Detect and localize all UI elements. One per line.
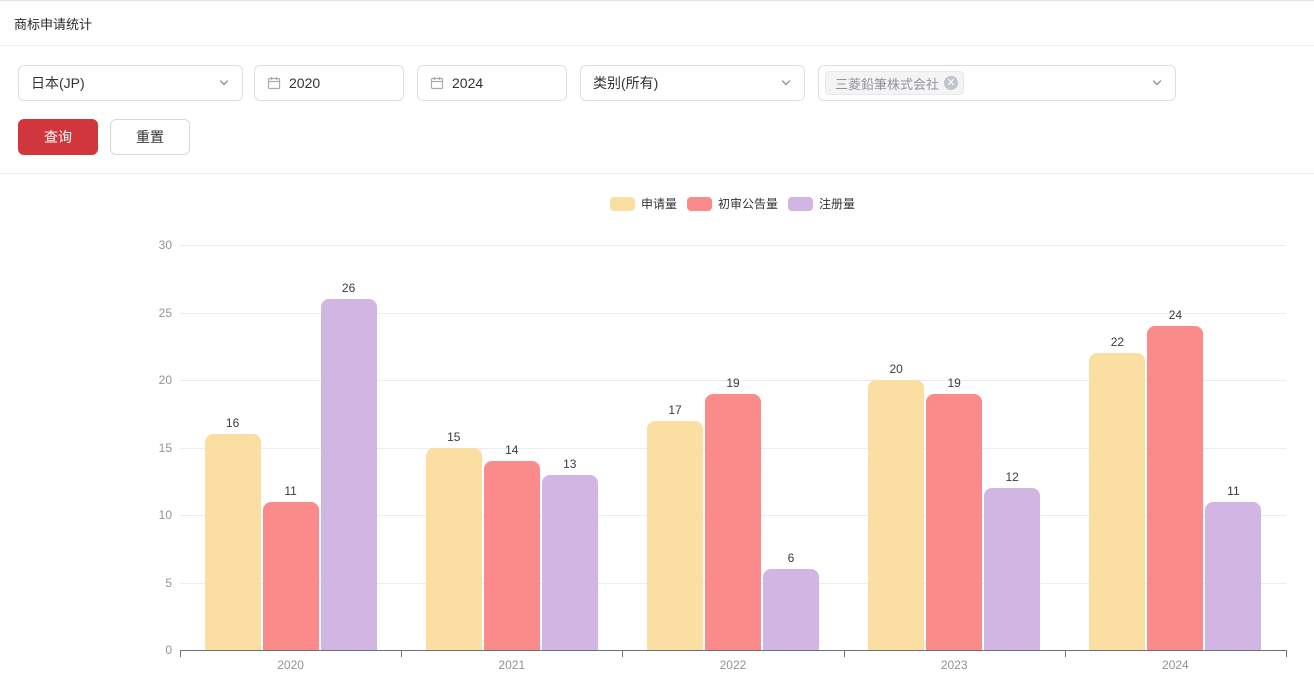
bar-2024-注册量[interactable]	[1205, 501, 1262, 650]
bar-2022-初审公告量[interactable]	[705, 393, 761, 650]
y-axis-tick-label: 25	[158, 305, 172, 320]
bar-value-label: 16	[225, 416, 240, 430]
x-axis-tick	[843, 651, 845, 657]
divider	[0, 173, 1314, 174]
category-select[interactable]: 类别(所有)	[580, 65, 805, 101]
country-select-value: 日本(JP)	[31, 75, 85, 91]
y-axis-tick-label: 30	[158, 238, 172, 252]
bar-value-label: 19	[726, 375, 740, 390]
bar-value-label: 11	[1227, 483, 1240, 498]
x-axis-category-label: 2020	[277, 658, 304, 672]
chart-legend: 申请量 初审公告量 注册量	[610, 195, 855, 212]
legend-label: 申请量	[641, 197, 678, 211]
bar-value-label: 26	[341, 281, 356, 295]
country-select[interactable]: 日本(JP)	[18, 65, 243, 101]
page-title: 商标申请统计	[14, 16, 93, 32]
bar-value-label: 24	[1168, 308, 1183, 322]
bar-value-label: 11	[284, 483, 297, 498]
page-header: 商标申请统计	[0, 1, 1314, 46]
bar-2023-初审公告量[interactable]	[926, 393, 983, 650]
legend-swatch	[788, 196, 814, 211]
x-axis-category-label: 2021	[498, 658, 526, 672]
calendar-icon	[430, 76, 444, 90]
bar-2021-申请量[interactable]	[425, 447, 482, 650]
x-axis-tick	[401, 651, 403, 657]
reset-button[interactable]: 重置	[110, 119, 190, 155]
query-button[interactable]: 查询	[18, 119, 98, 155]
bar-value-label: 19	[947, 375, 961, 390]
bar-value-label: 6	[787, 551, 795, 565]
legend-label: 初审公告量	[718, 197, 779, 211]
y-axis-tick-label: 15	[158, 440, 172, 455]
start-year-input[interactable]: 2020	[254, 65, 404, 101]
bar-2021-注册量[interactable]	[541, 474, 598, 650]
chevron-down-icon	[218, 77, 230, 89]
bar-2022-注册量[interactable]	[763, 569, 819, 650]
bar-value-label: 13	[563, 456, 577, 471]
bar-2020-申请量[interactable]	[204, 434, 261, 650]
applicant-tag: 三菱鉛筆株式会社 ✕	[825, 71, 965, 95]
end-year-value: 2024	[452, 75, 484, 91]
legend-item-初审公告量[interactable]: 初审公告量	[687, 195, 778, 212]
applicant-tag-label: 三菱鉛筆株式会社	[835, 76, 940, 92]
legend-item-申请量[interactable]: 申请量	[610, 195, 677, 212]
bar-2022-申请量[interactable]	[647, 420, 703, 650]
bar-2020-初审公告量[interactable]	[262, 501, 319, 650]
y-axis-tick-label: 20	[158, 373, 172, 387]
legend-item-注册量[interactable]: 注册量	[788, 195, 855, 212]
bar-value-label: 12	[1005, 470, 1019, 484]
bar-value-label: 22	[1110, 335, 1125, 349]
close-icon[interactable]: ✕	[944, 76, 959, 90]
chevron-down-icon	[780, 77, 792, 89]
legend-swatch	[687, 196, 713, 211]
category-select-value: 类别(所有)	[593, 75, 659, 91]
bar-value-label: 20	[889, 362, 903, 376]
bar-2020-注册量[interactable]	[320, 299, 377, 650]
bar-2021-初审公告量[interactable]	[483, 461, 540, 650]
bar-value-label: 15	[447, 429, 461, 444]
gridline	[180, 245, 1286, 246]
x-axis-tick	[180, 651, 181, 657]
bar-2024-初审公告量[interactable]	[1147, 326, 1204, 650]
legend-label: 注册量	[819, 197, 856, 211]
legend-swatch	[610, 196, 635, 211]
y-axis-tick-label: 10	[158, 508, 172, 522]
calendar-icon	[267, 76, 281, 90]
bar-value-label: 17	[668, 402, 682, 417]
gridline	[180, 380, 1286, 381]
end-year-input[interactable]: 2024	[417, 65, 567, 101]
x-axis-tick	[622, 651, 624, 657]
start-year-value: 2020	[289, 75, 321, 91]
y-axis-tick-label: 0	[165, 643, 172, 657]
applicant-select[interactable]: 三菱鉛筆株式会社 ✕	[818, 65, 1176, 101]
bar-2023-注册量[interactable]	[984, 488, 1041, 650]
x-axis-line	[180, 650, 1287, 651]
x-axis-category-label: 2023	[940, 658, 968, 672]
gridline	[180, 312, 1286, 314]
y-axis-tick-label: 5	[165, 575, 172, 590]
x-axis-category-label: 2022	[719, 658, 747, 672]
bar-2024-申请量[interactable]	[1089, 353, 1146, 650]
bar-chart: 申请量 初审公告量 注册量 0 5 10 15 20 25 30 2020 16 11 26 2021 15…	[0, 181, 1314, 691]
x-axis-tick	[1286, 651, 1287, 657]
x-axis-category-label: 2024	[1162, 658, 1189, 672]
x-axis-tick	[1064, 651, 1066, 657]
chevron-down-icon	[1151, 77, 1163, 89]
bar-value-label: 14	[505, 443, 519, 457]
bar-2023-申请量[interactable]	[868, 380, 925, 650]
